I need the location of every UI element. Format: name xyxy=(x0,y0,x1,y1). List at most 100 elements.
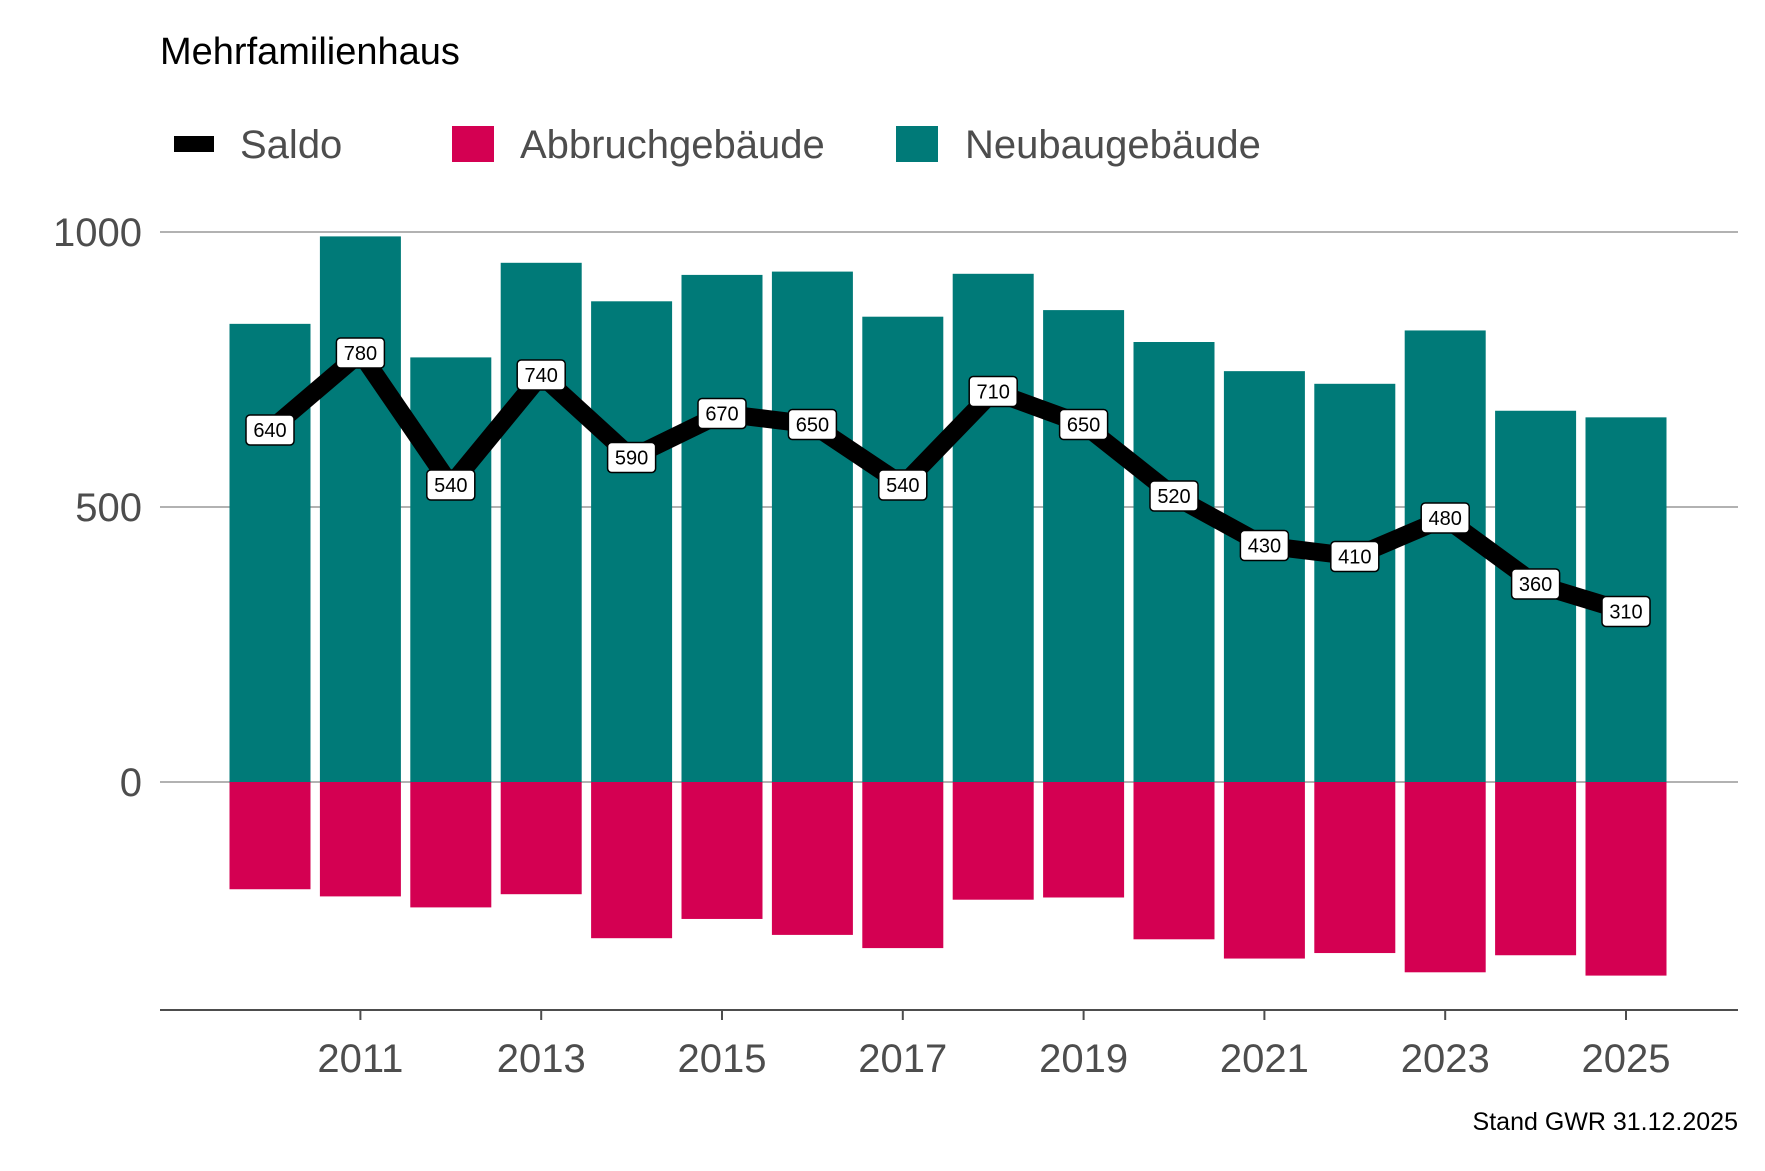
data-label-2016: 650 xyxy=(787,408,838,441)
data-label-text: 310 xyxy=(1609,602,1642,624)
y-tick-label: 1000 xyxy=(53,211,142,255)
data-label-box xyxy=(878,469,928,501)
bar-abbruch-2020 xyxy=(1133,782,1215,940)
y-tick-label: 0 xyxy=(120,761,142,805)
bar-neubau-2018 xyxy=(952,273,1034,782)
bar-neubau-2017 xyxy=(862,316,944,782)
x-tick-label: 2023 xyxy=(1401,1037,1490,1081)
saldo-line xyxy=(264,344,1629,621)
bar-neubau-2015 xyxy=(681,274,763,782)
data-label-text: 650 xyxy=(796,415,829,437)
x-tick-label: 2017 xyxy=(858,1037,947,1081)
data-label-text: 640 xyxy=(253,420,286,442)
bar-abbruch-2025 xyxy=(1585,782,1667,976)
data-label-box xyxy=(697,397,747,430)
y-tick-label: 500 xyxy=(75,486,142,530)
data-label-box xyxy=(1239,529,1290,562)
data-label-box xyxy=(1601,595,1651,628)
data-label-2010: 640 xyxy=(245,414,295,446)
data-label-2018: 710 xyxy=(968,375,1018,408)
bar-abbruch-2012 xyxy=(410,782,492,908)
data-label-box xyxy=(245,414,295,446)
bar-abbruch-2021 xyxy=(1223,782,1305,959)
data-label-2022: 410 xyxy=(1330,540,1380,573)
data-label-text: 710 xyxy=(977,382,1010,404)
data-label-2025: 310 xyxy=(1601,595,1651,628)
data-label-text: 410 xyxy=(1338,547,1371,569)
bar-neubau-2013 xyxy=(500,262,582,782)
data-label-2017: 540 xyxy=(878,469,928,501)
data-label-box xyxy=(968,375,1018,408)
caption: Stand GWR 31.12.2025 xyxy=(1473,1108,1738,1136)
data-label-box xyxy=(1149,480,1199,512)
bar-abbruch-2013 xyxy=(500,782,582,895)
bar-neubau-2010 xyxy=(229,323,311,782)
data-label-box xyxy=(516,359,566,391)
data-label-text: 360 xyxy=(1519,574,1552,596)
bar-abbruch-2017 xyxy=(862,782,944,949)
bar-neubau-2016 xyxy=(771,271,853,782)
data-label-text: 670 xyxy=(705,404,738,426)
legend-swatch-abbruch xyxy=(452,126,494,162)
legend: Saldo Abbruchgebäude Neubaugebäude xyxy=(174,123,1261,167)
bar-abbruch-2015 xyxy=(681,782,763,919)
data-label-box xyxy=(1058,408,1109,441)
data-label-text: 740 xyxy=(525,365,558,387)
legend-swatch-neubau xyxy=(896,126,938,162)
x-tick-label: 2021 xyxy=(1220,1037,1309,1081)
data-label-box xyxy=(1420,502,1470,534)
bar-neubau-2011 xyxy=(319,236,401,782)
x-tick-label: 2025 xyxy=(1582,1037,1671,1081)
bar-neubau-2014 xyxy=(591,301,673,782)
bar-neubau-2020 xyxy=(1133,342,1215,782)
x-tick-label: 2013 xyxy=(497,1037,586,1081)
legend-label-abbruch: Abbruchgebäude xyxy=(520,123,825,167)
data-label-2021: 430 xyxy=(1239,529,1290,562)
data-label-text: 520 xyxy=(1157,486,1190,508)
bar-neubau-2021 xyxy=(1223,371,1305,782)
data-label-box xyxy=(1330,540,1380,573)
bar-abbruch-2019 xyxy=(1043,782,1125,898)
data-label-2011: 780 xyxy=(335,337,386,369)
bar-abbruch-2023 xyxy=(1404,782,1486,973)
bar-abbruch-2024 xyxy=(1495,782,1577,956)
data-label-text: 540 xyxy=(886,475,919,497)
bar-neubau-2023 xyxy=(1404,330,1486,782)
data-label-text: 430 xyxy=(1248,536,1281,558)
data-label-2015: 670 xyxy=(697,397,747,430)
data-label-text: 650 xyxy=(1067,415,1100,437)
bar-neubau-2019 xyxy=(1043,310,1125,782)
data-label-box xyxy=(1510,568,1561,600)
data-label-2020: 520 xyxy=(1149,480,1199,512)
data-label-2019: 650 xyxy=(1058,408,1109,441)
data-label-2013: 740 xyxy=(516,359,566,391)
legend-swatch-saldo xyxy=(174,136,214,152)
x-tick-label: 2011 xyxy=(317,1037,403,1081)
bar-abbruch-2011 xyxy=(319,782,401,897)
data-label-2023: 480 xyxy=(1420,502,1470,534)
x-tick-label: 2015 xyxy=(678,1037,767,1081)
legend-label-saldo: Saldo xyxy=(240,123,342,167)
data-label-text: 780 xyxy=(344,343,377,365)
data-label-box xyxy=(426,469,476,501)
data-label-2024: 360 xyxy=(1510,568,1561,600)
data-label-2014: 590 xyxy=(606,441,657,474)
data-label-box xyxy=(335,337,386,369)
chart-title: Mehrfamilienhaus xyxy=(160,31,460,73)
bar-abbruch-2022 xyxy=(1314,782,1396,954)
data-label-box xyxy=(606,441,657,474)
bar-neubau-2012 xyxy=(410,357,492,782)
x-tick-label: 2019 xyxy=(1039,1037,1128,1081)
data-label-2012: 540 xyxy=(426,469,476,501)
data-label-text: 480 xyxy=(1429,508,1462,530)
bar-abbruch-2010 xyxy=(229,782,311,890)
bar-abbruch-2018 xyxy=(952,782,1034,900)
data-label-text: 590 xyxy=(615,448,648,470)
bar-neubau-2022 xyxy=(1314,383,1396,782)
legend-label-neubau: Neubaugebäude xyxy=(965,123,1261,167)
bar-abbruch-2016 xyxy=(771,782,853,935)
data-label-text: 540 xyxy=(434,475,467,497)
bar-abbruch-2014 xyxy=(591,782,673,939)
data-label-box xyxy=(787,408,838,441)
